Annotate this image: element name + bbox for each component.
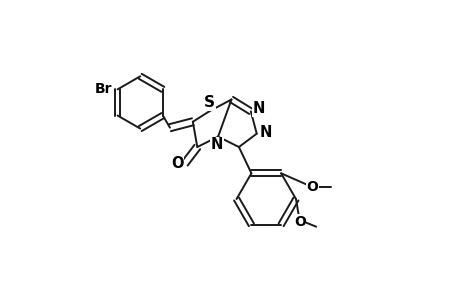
- Text: N: N: [210, 137, 222, 152]
- Text: Br: Br: [95, 82, 112, 96]
- Text: N: N: [259, 125, 271, 140]
- Text: O: O: [306, 180, 318, 194]
- Text: S: S: [204, 95, 215, 110]
- Text: O: O: [293, 215, 305, 229]
- Text: N: N: [252, 101, 265, 116]
- Text: O: O: [171, 156, 183, 171]
